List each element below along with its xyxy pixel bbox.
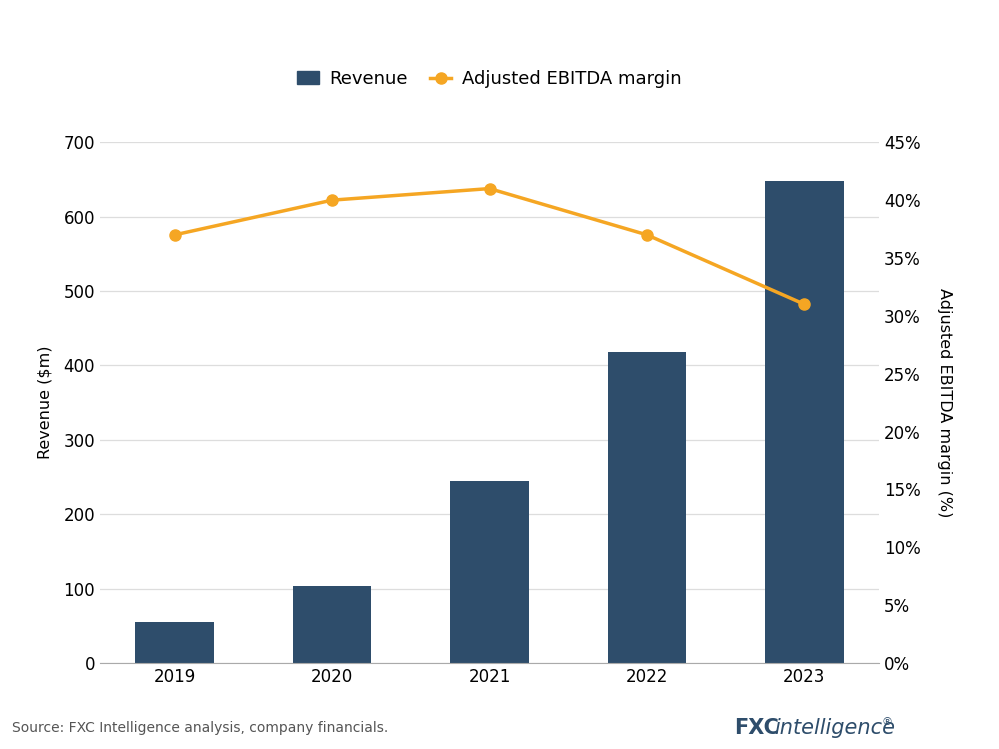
Text: dLocal sees strong revenue growth but EBITDA margin dips: dLocal sees strong revenue growth but EB…: [13, 29, 993, 57]
Y-axis label: Adjusted EBITDA margin (%): Adjusted EBITDA margin (%): [937, 288, 952, 518]
Text: Source: FXC Intelligence analysis, company financials.: Source: FXC Intelligence analysis, compa…: [12, 721, 389, 735]
Bar: [135, 622, 214, 663]
Bar: [765, 181, 844, 663]
Y-axis label: Revenue ($m): Revenue ($m): [37, 346, 52, 459]
Bar: [607, 352, 686, 663]
Bar: [293, 586, 372, 663]
Bar: [451, 481, 528, 663]
Text: FXC: FXC: [734, 718, 779, 738]
Text: dLocal yearly revenues and adjusted EBITDA margin, 2019-2023: dLocal yearly revenues and adjusted EBIT…: [13, 82, 595, 100]
Text: intelligence: intelligence: [774, 718, 895, 738]
Text: ®: ®: [881, 717, 892, 727]
Legend: Revenue, Adjusted EBITDA margin: Revenue, Adjusted EBITDA margin: [290, 63, 689, 95]
